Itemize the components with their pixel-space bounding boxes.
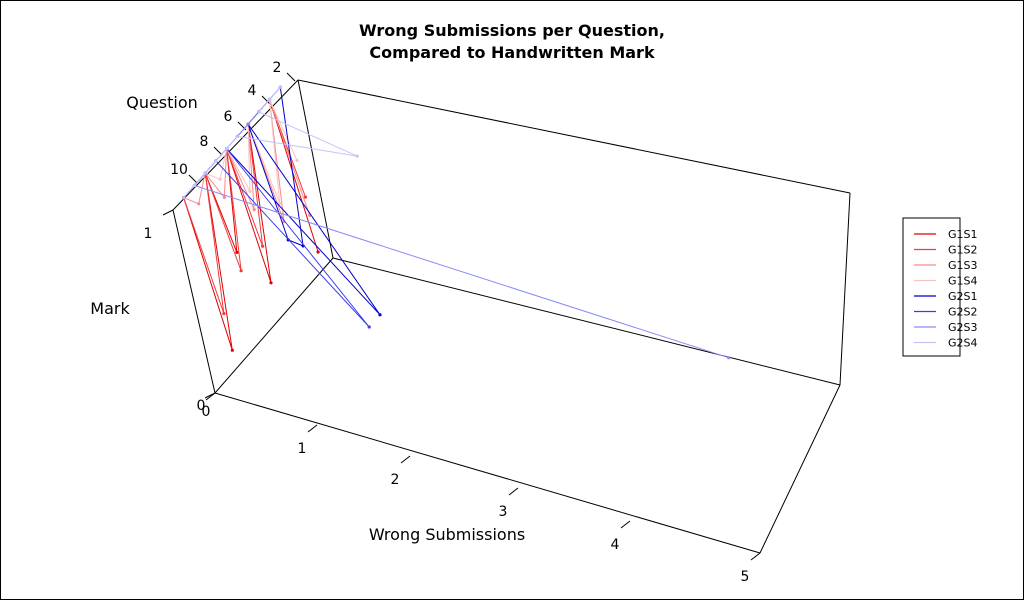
x-tick-label: 3 [499, 504, 508, 520]
x-tick [508, 487, 519, 496]
data-point-g1s4 [278, 201, 282, 205]
data-point-g2s4 [278, 85, 282, 89]
x-tick [620, 520, 631, 529]
y-tick [286, 72, 296, 82]
data-point-g1s3 [222, 195, 226, 200]
legend: G1S1 G1S2 G1S3 G1S4 G2S1 G2S2 G2S3 G2S4 [902, 217, 978, 357]
data-point-g2s4 [267, 97, 272, 102]
x-tick [400, 455, 411, 464]
box-edge [332, 257, 841, 386]
legend-label-g1s3: G1S3 [948, 259, 978, 272]
x-axis-label: Wrong Submissions [369, 525, 525, 544]
box-edge [759, 384, 841, 554]
data-point-g1s3 [252, 208, 256, 212]
box-edge [214, 257, 334, 394]
data-point-g2s4 [355, 154, 359, 158]
data-point-g2s3 [727, 356, 731, 360]
data-point-g2s4 [192, 183, 197, 188]
y-tick-label: 4 [248, 83, 257, 99]
box-edge [214, 392, 761, 554]
series-line-g1s3 [183, 99, 311, 222]
chart-subtitle: Compared to Handwritten Mark [369, 43, 655, 62]
data-point-g2s4 [257, 110, 261, 114]
data-point-g2s2 [367, 325, 371, 329]
data-point-g1s1 [269, 281, 273, 285]
x-tick-label: 4 [611, 537, 620, 553]
y-tick [188, 174, 198, 184]
legend-label-g1s4: G1S4 [948, 275, 978, 288]
box-edge [839, 192, 851, 386]
data-point-g1s3 [197, 202, 201, 206]
data-point-g1s2 [222, 312, 226, 316]
z-tick [204, 392, 216, 399]
data-point-g1s4 [248, 189, 252, 193]
y-tick [213, 146, 223, 156]
data-point-g1s1 [235, 250, 239, 254]
y-axis-label: Question [126, 93, 198, 112]
chart-title: Wrong Submissions per Question, [359, 21, 665, 40]
plot-box [172, 79, 851, 554]
data-point-g1s4 [295, 158, 299, 163]
data-point-g1s1 [230, 348, 234, 352]
legend-label-g2s4: G2S4 [948, 337, 978, 350]
data-point-g1s2 [239, 269, 243, 273]
data-point-g2s4 [225, 147, 229, 151]
data-series [182, 85, 731, 360]
y-tick [261, 95, 271, 105]
box-edge [172, 209, 216, 394]
legend-label-g2s3: G2S3 [948, 321, 978, 334]
z-tick [162, 209, 174, 216]
series-line-g2s4 [183, 86, 358, 199]
y-tick-label: 2 [273, 60, 282, 76]
y-tick-label: 8 [200, 134, 209, 150]
y-tick-label: 10 [170, 162, 188, 178]
x-tick-label: 1 [298, 441, 307, 457]
x-tick-label: 2 [391, 472, 400, 488]
legend-label-g1s2: G1S2 [948, 244, 978, 257]
data-point-g1s1 [316, 250, 320, 254]
x-tick-label: 0 [202, 404, 211, 420]
legend-label-g1s1: G1S1 [948, 228, 978, 241]
legend-label-g2s2: G2S2 [948, 306, 978, 319]
z-tick-label: 1 [144, 226, 153, 242]
data-point-g2s4 [203, 171, 207, 175]
legend-box [902, 217, 961, 357]
z-axis-label: Mark [90, 299, 130, 318]
legend-label-g2s1: G2S1 [948, 290, 978, 303]
data-point-g2s4 [235, 134, 239, 138]
data-point-g1s2 [261, 244, 265, 248]
data-point-g2s1 [378, 313, 382, 317]
data-point-g2s4 [182, 196, 186, 200]
data-point-g1s4 [218, 177, 222, 181]
y-tick-label: 6 [224, 109, 233, 125]
x-tick [307, 424, 318, 433]
data-point-g1s2 [303, 195, 308, 199]
data-point-g2s3 [246, 122, 250, 126]
x-tick [750, 552, 761, 561]
box-edge [297, 79, 851, 194]
x-tick-label: 5 [741, 569, 750, 585]
data-point-g2s4 [214, 159, 218, 163]
z-tick-label: 0 [197, 398, 206, 414]
box-edge [172, 79, 299, 211]
